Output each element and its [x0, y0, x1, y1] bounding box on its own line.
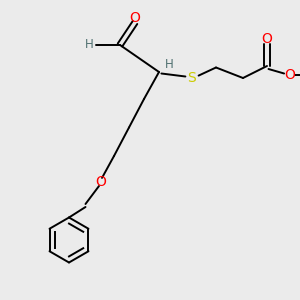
- Text: H: H: [85, 38, 94, 52]
- Text: O: O: [95, 175, 106, 188]
- Text: O: O: [262, 32, 272, 46]
- Text: O: O: [130, 11, 140, 25]
- Text: H: H: [165, 58, 174, 71]
- Text: S: S: [188, 71, 196, 85]
- Text: O: O: [284, 68, 295, 82]
